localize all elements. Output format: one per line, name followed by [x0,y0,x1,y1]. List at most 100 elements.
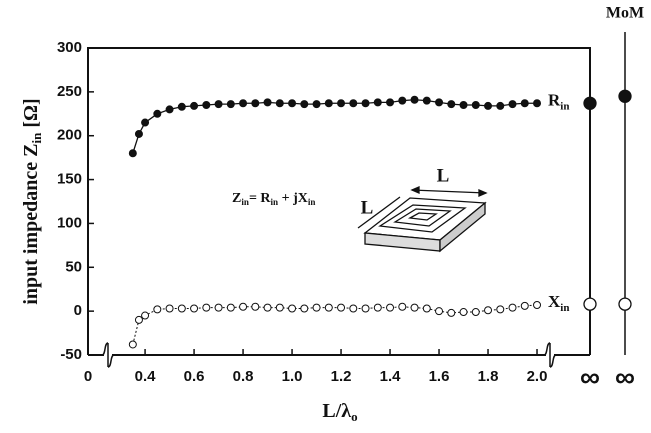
mom-point [618,297,632,311]
y-axis-label-part: [Ω] [20,98,42,132]
data-point [533,99,542,108]
inset-label: L [437,165,450,186]
inset-diagram [357,186,488,253]
data-point [484,306,493,315]
y-axis-label-part: in [29,132,44,144]
data-point [386,98,395,107]
data-point [312,100,321,109]
data-point [128,149,137,158]
y-tick-label: 100 [57,214,82,231]
data-point [226,303,235,312]
x-tick-label: 1.6 [429,368,450,385]
x-tick-label: 1.2 [331,368,352,385]
data-point [496,101,505,110]
x-tick-label: 0.4 [135,368,157,385]
data-point [410,95,419,104]
x-tick-label: 1.4 [380,368,402,385]
data-point [312,303,321,312]
y-tick-label: 300 [57,39,82,56]
data-point [251,99,260,108]
data-point [422,304,431,313]
x-axis-label-part: o [351,409,358,424]
x-tick-label: 1.8 [478,368,499,385]
data-point [263,98,272,107]
legend-name: X [548,292,561,311]
legend-label: Rin [548,90,569,112]
data-point [141,311,150,320]
data-point [202,101,211,110]
data-point [251,302,260,311]
data-point [398,302,407,311]
y-tick-label: 50 [65,258,82,275]
data-point [447,308,456,317]
data-point [349,99,358,108]
data-point [337,99,346,108]
series-line [132,304,538,345]
data-point [520,301,529,310]
x-tick-label: 1.0 [282,368,303,385]
data-point [459,101,468,110]
data-point [239,302,248,311]
data-point [288,304,297,313]
data-point [459,308,468,317]
legend-label: Xin [548,292,569,314]
equation-part: in [241,197,249,207]
y-axis-label-part: input impedance Z [20,144,42,305]
y-tick-label: 150 [57,171,82,188]
data-point [410,303,419,312]
data-point [373,303,382,312]
legend-sub: in [560,302,569,314]
data-point [386,303,395,312]
data-point [422,96,431,105]
data-point [361,99,370,108]
data-point [447,100,456,109]
equation-part: in [271,197,279,207]
data-point [361,304,370,313]
data-point [324,99,333,108]
equation-part: + jX [278,191,308,206]
data-point [471,101,480,110]
infinity-label: ∞ [580,361,600,392]
y-axis-label: input impedance Zin [Ω] [20,98,44,304]
axis-frame [87,47,591,355]
data-point [471,308,480,317]
data-point [134,129,143,138]
data-point [165,105,174,114]
x-axis-label: L/λo [322,400,357,424]
data-point [153,305,162,314]
data-point [134,315,143,324]
data-point [226,100,235,109]
data-point [128,340,137,349]
x-axis-label-part: L/λ [322,400,351,422]
data-point [520,99,529,108]
equation: Zin= Rin + jXin [232,191,315,207]
mom-point [618,89,632,103]
data-point [177,304,186,313]
data-point [153,109,162,118]
equation-part: in [308,197,316,207]
data-point [300,100,309,109]
data-point [508,303,517,312]
y-tick-label: 250 [57,83,82,100]
infinity-point [583,297,597,311]
x-tick-label: 0.6 [184,368,205,385]
data-point [214,100,223,109]
data-point [275,303,284,312]
infinity-label: ∞ [615,361,635,392]
data-point [324,303,333,312]
data-point [484,101,493,110]
data-point [435,98,444,107]
data-point [177,102,186,111]
data-point [373,98,382,107]
data-point [496,305,505,314]
data-point [141,118,150,127]
data-point [190,101,199,110]
data-point [165,304,174,313]
data-point [337,303,346,312]
mom-label: MoM [606,5,644,22]
x-tick-label: 0.8 [233,368,254,385]
x-origin-label: 0 [84,368,92,385]
data-point [275,99,284,108]
data-point [239,99,248,108]
